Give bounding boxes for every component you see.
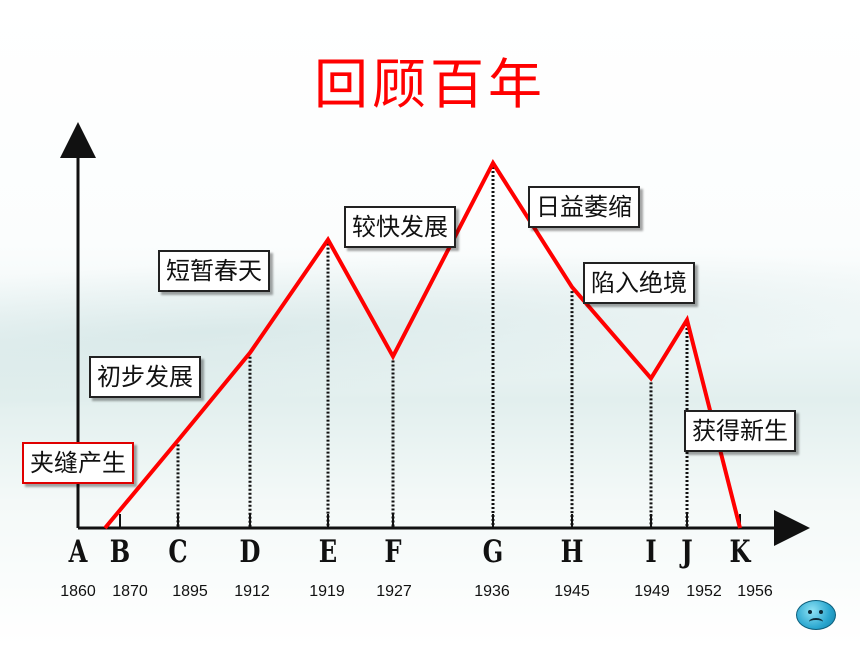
axis-letter-h: H <box>560 534 584 570</box>
axis-letter-d: D <box>239 534 261 570</box>
axis-letter-k: K <box>729 534 751 570</box>
sad-face-icon[interactable] <box>796 600 836 630</box>
axis-year-1870: 1870 <box>112 583 148 600</box>
axis-letter-j: J <box>681 534 693 570</box>
axis-year-1936: 1936 <box>474 583 510 600</box>
face-eye-right <box>819 610 823 614</box>
label-stage-5: 日益萎缩 <box>528 186 640 228</box>
axis-year-1860: 1860 <box>60 583 96 600</box>
face-mouth <box>809 618 823 626</box>
axis-year-1927: 1927 <box>376 583 412 600</box>
label-stage-7: 获得新生 <box>684 410 796 452</box>
label-stage-2: 初步发展 <box>89 356 201 398</box>
axis-letter-a: A <box>68 534 88 570</box>
axis-letter-g: G <box>482 534 504 570</box>
axis-year-1912: 1912 <box>234 583 270 600</box>
label-stage-6: 陷入绝境 <box>583 262 695 304</box>
axis-letter-f: F <box>384 534 402 570</box>
axis-letter-c: C <box>168 534 188 570</box>
face-eye-left <box>808 610 812 614</box>
axis-year-1895: 1895 <box>172 583 208 600</box>
axis-letter-i: I <box>645 534 657 570</box>
axis-year-1949: 1949 <box>634 583 670 600</box>
axis-year-1919: 1919 <box>309 583 345 600</box>
axis-letter-b: B <box>109 534 131 570</box>
axis-year-1952: 1952 <box>686 583 722 600</box>
label-stage-3: 短暂春天 <box>158 250 270 292</box>
axis-year-1945: 1945 <box>554 583 590 600</box>
axis-year-1956: 1956 <box>737 583 773 600</box>
slide-title: 回顾百年 <box>314 53 546 116</box>
label-stage-1: 夹缝产生 <box>22 442 134 484</box>
axis-letter-e: E <box>318 534 338 570</box>
label-stage-4: 较快发展 <box>344 206 456 248</box>
trend-line <box>103 158 742 530</box>
